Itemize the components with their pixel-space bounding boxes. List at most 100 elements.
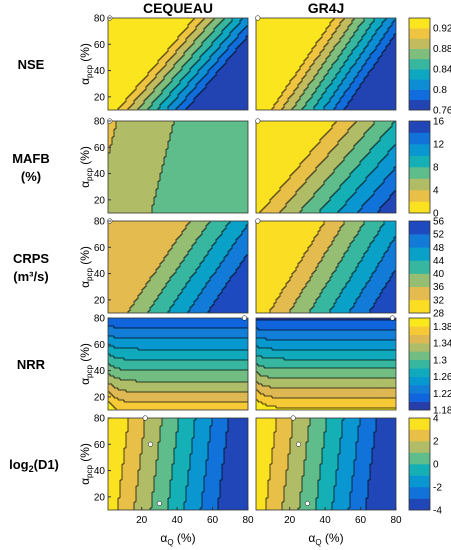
contour-cell — [194, 50, 197, 53]
contour-cell — [164, 60, 167, 63]
contour-cell — [136, 34, 139, 37]
contour-cell — [132, 22, 135, 25]
contour-cell — [220, 92, 223, 95]
contour-cell — [302, 60, 305, 63]
contour-cell — [220, 96, 223, 99]
contour-cell — [222, 26, 225, 29]
contour-cell — [138, 56, 141, 59]
contour-cell — [298, 18, 301, 21]
contour-cell — [130, 62, 133, 65]
contour-cell — [136, 62, 139, 65]
contour-cell — [214, 86, 217, 89]
contour-cell — [268, 50, 271, 53]
contour-cell — [262, 74, 265, 77]
contour-cell — [114, 62, 117, 65]
contour-cell — [148, 74, 151, 77]
contour-cell — [120, 26, 123, 29]
contour-cell — [202, 68, 205, 71]
contour-cell — [208, 104, 211, 107]
contour-cell — [294, 22, 297, 25]
contour-cell — [256, 40, 259, 43]
contour-cell — [194, 74, 197, 77]
contour-cell — [288, 94, 291, 97]
contour-cell — [224, 80, 227, 83]
contour-cell — [286, 82, 289, 85]
contour-cell — [264, 40, 267, 43]
contour-cell — [216, 80, 219, 83]
contour-cell — [298, 32, 301, 35]
contour-cell — [132, 28, 135, 31]
contour-cell — [144, 20, 147, 23]
contour-cell — [198, 44, 201, 47]
contour-cell — [124, 68, 127, 71]
contour-cell — [212, 28, 215, 31]
contour-cell — [202, 42, 205, 45]
contour-cell — [234, 30, 237, 33]
contour-cell — [158, 88, 161, 91]
contour-cell — [286, 44, 289, 47]
contour-cell — [242, 98, 245, 101]
contour-cell — [284, 90, 287, 93]
contour-cell — [246, 88, 248, 91]
contour-cell — [150, 96, 153, 99]
contour-cell — [286, 72, 289, 75]
contour-cell — [178, 98, 181, 101]
contour-cell — [138, 28, 141, 31]
contour-cell — [190, 22, 193, 25]
contour-cell — [220, 50, 223, 53]
contour-cell — [204, 68, 207, 71]
contour-cell — [244, 90, 247, 93]
contour-cell — [132, 104, 135, 107]
contour-cell — [198, 72, 201, 75]
contour-cell — [276, 86, 279, 89]
contour-cell — [118, 22, 121, 25]
contour-cell — [296, 20, 299, 23]
contour-cell — [120, 58, 123, 61]
contour-cell — [122, 64, 125, 67]
contour-cell — [300, 80, 303, 83]
contour-cell — [150, 52, 153, 55]
contour-cell — [292, 30, 295, 33]
contour-cell — [122, 58, 125, 61]
contour-cell — [128, 70, 131, 73]
contour-cell — [196, 104, 199, 107]
contour-cell — [136, 20, 139, 23]
contour-cell — [172, 88, 175, 91]
contour-cell — [294, 46, 297, 49]
contour-cell — [150, 34, 153, 37]
contour-cell — [160, 66, 163, 69]
contour-cell — [276, 102, 279, 105]
contour-cell — [124, 76, 127, 79]
contour-cell — [126, 78, 129, 81]
contour-cell — [164, 30, 167, 33]
contour-cell — [278, 64, 281, 67]
contour-cell — [166, 40, 169, 43]
contour-cell — [222, 22, 225, 25]
contour-cell — [230, 22, 233, 25]
contour-cell — [150, 82, 153, 85]
contour-cell — [174, 36, 177, 39]
contour-cell — [166, 76, 169, 79]
contour-cell — [236, 78, 239, 81]
contour-cell — [196, 44, 199, 47]
contour-cell — [270, 54, 273, 57]
contour-cell — [258, 20, 261, 23]
contour-cell — [280, 44, 283, 47]
contour-cell — [182, 52, 185, 55]
contour-cell — [216, 74, 219, 77]
contour-cell — [172, 42, 175, 45]
contour-cell — [200, 100, 203, 103]
contour-cell — [134, 66, 137, 69]
contour-cell — [208, 32, 211, 35]
contour-cell — [176, 40, 179, 43]
contour-cell — [172, 80, 175, 83]
contour-cell — [146, 92, 149, 95]
contour-cell — [188, 48, 191, 51]
contour-cell — [154, 102, 157, 105]
contour-cell — [290, 28, 293, 31]
contour-cell — [198, 66, 201, 69]
contour-cell — [204, 62, 207, 65]
contour-cell — [182, 24, 185, 27]
contour-cell — [152, 104, 155, 107]
contour-cell — [120, 78, 123, 81]
